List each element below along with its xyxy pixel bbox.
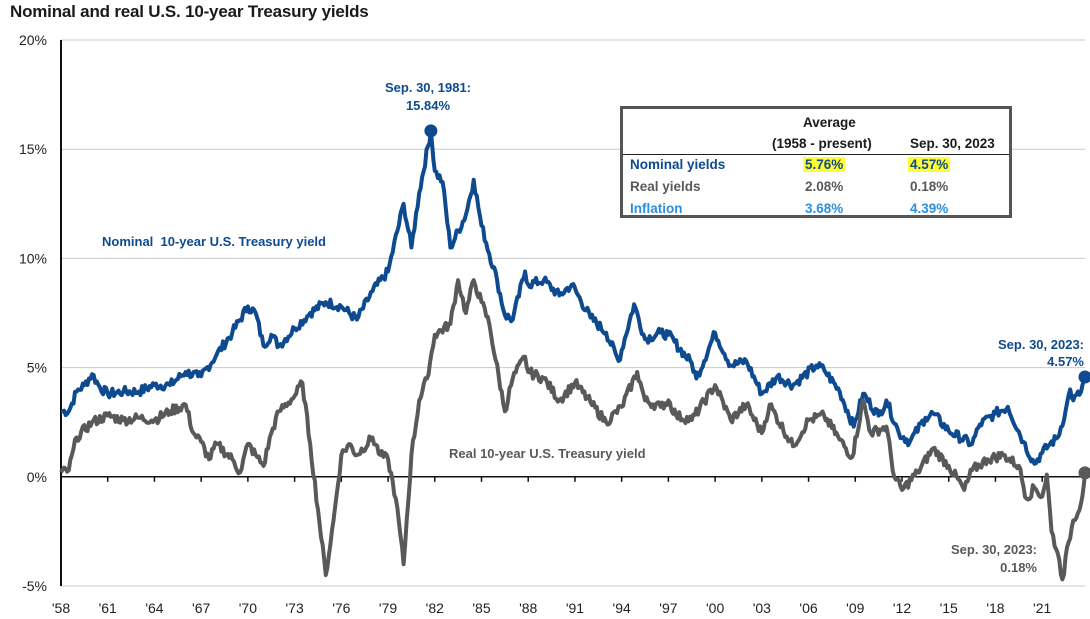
nominal-yield-line <box>60 128 1087 466</box>
y-tick-label: 20% <box>19 32 47 48</box>
markers <box>424 124 1090 480</box>
table-row-inflation: Inflation 3.68% 4.39% <box>623 199 1009 221</box>
x-tick-label: '88 <box>519 600 537 616</box>
y-tick-label: 5% <box>27 360 47 376</box>
real-end-annotation-line2: 0.18% <box>1000 560 1037 575</box>
row-current: 4.39% <box>910 201 949 216</box>
table-header-average: Average <box>803 115 856 130</box>
x-tick-label: '73 <box>285 600 303 616</box>
x-tick-label: '85 <box>472 600 490 616</box>
y-tick-label: 15% <box>19 141 47 157</box>
row-label: Nominal yields <box>630 157 726 172</box>
y-tick-label: 0% <box>27 469 47 485</box>
x-tick-label: '15 <box>940 600 958 616</box>
data-point-marker <box>1078 370 1090 384</box>
row-average: 3.68% <box>805 201 844 216</box>
y-tick-label: -5% <box>22 578 47 594</box>
x-tick-label: '70 <box>239 600 257 616</box>
row-average: 5.76% <box>803 157 846 172</box>
real-yield-line <box>59 278 1087 582</box>
annotations: Sep. 30, 1981: 15.84% Sep. 30, 2023: 4.5… <box>102 80 1084 575</box>
table-header-date: Sep. 30, 2023 <box>910 136 995 151</box>
row-average: 2.08% <box>805 179 844 194</box>
row-label: Real yields <box>630 179 701 194</box>
x-tick-label: '21 <box>1033 600 1051 616</box>
x-tick-label: '97 <box>659 600 677 616</box>
x-tick-label: '91 <box>566 600 584 616</box>
real-end-annotation-line1: Sep. 30, 2023: <box>951 542 1037 557</box>
x-tick-label: '82 <box>426 600 444 616</box>
x-tick-label: '58 <box>52 600 70 616</box>
data-point-marker <box>1078 466 1090 480</box>
table-row-real: Real yields 2.08% 0.18% <box>623 177 1009 199</box>
y-axis-ticks: -5% 0% 5% 10% 15% 20% <box>19 32 47 594</box>
peak-annotation-line2: 15.84% <box>406 98 451 113</box>
y-tick-label: 10% <box>19 250 47 266</box>
x-tick-label: '00 <box>706 600 724 616</box>
x-tick-label: '61 <box>99 600 117 616</box>
row-label: Inflation <box>630 201 683 216</box>
table-row-nominal: Nominal yields 5.76% 4.57% <box>623 155 1009 177</box>
nominal-end-annotation-line1: Sep. 30, 2023: <box>998 337 1084 352</box>
x-tick-label: '79 <box>379 600 397 616</box>
x-tick-label: '76 <box>332 600 350 616</box>
chart-title: Nominal and real U.S. 10-year Treasury y… <box>10 2 369 21</box>
nominal-series-label: Nominal 10-year U.S. Treasury yield <box>102 234 326 249</box>
peak-annotation-line1: Sep. 30, 1981: <box>385 80 471 95</box>
x-tick-label: '94 <box>613 600 631 616</box>
x-tick-label: '12 <box>893 600 911 616</box>
x-tick-label: '09 <box>846 600 864 616</box>
x-tick-label: '03 <box>753 600 771 616</box>
series-lines <box>59 128 1087 582</box>
data-point-marker <box>424 124 438 138</box>
x-axis-ticks: '58 '61 '64 '67 '70 '73 '76 '79 '82 '85 '88 '91 '94 '… <box>52 476 1052 616</box>
row-current: 4.57% <box>908 157 951 172</box>
summary-table: Average (1958 - present) Sep. 30, 2023 N… <box>620 106 1012 218</box>
x-tick-label: '64 <box>145 600 163 616</box>
table-header-average-period: (1958 - present) <box>772 136 872 151</box>
x-tick-label: '06 <box>799 600 817 616</box>
nominal-end-annotation-line2: 4.57% <box>1047 354 1084 369</box>
real-series-label: Real 10-year U.S. Treasury yield <box>449 446 646 461</box>
x-tick-label: '67 <box>192 600 210 616</box>
table-header-rule <box>623 154 1009 155</box>
x-tick-label: '18 <box>986 600 1004 616</box>
row-current: 0.18% <box>910 179 949 194</box>
